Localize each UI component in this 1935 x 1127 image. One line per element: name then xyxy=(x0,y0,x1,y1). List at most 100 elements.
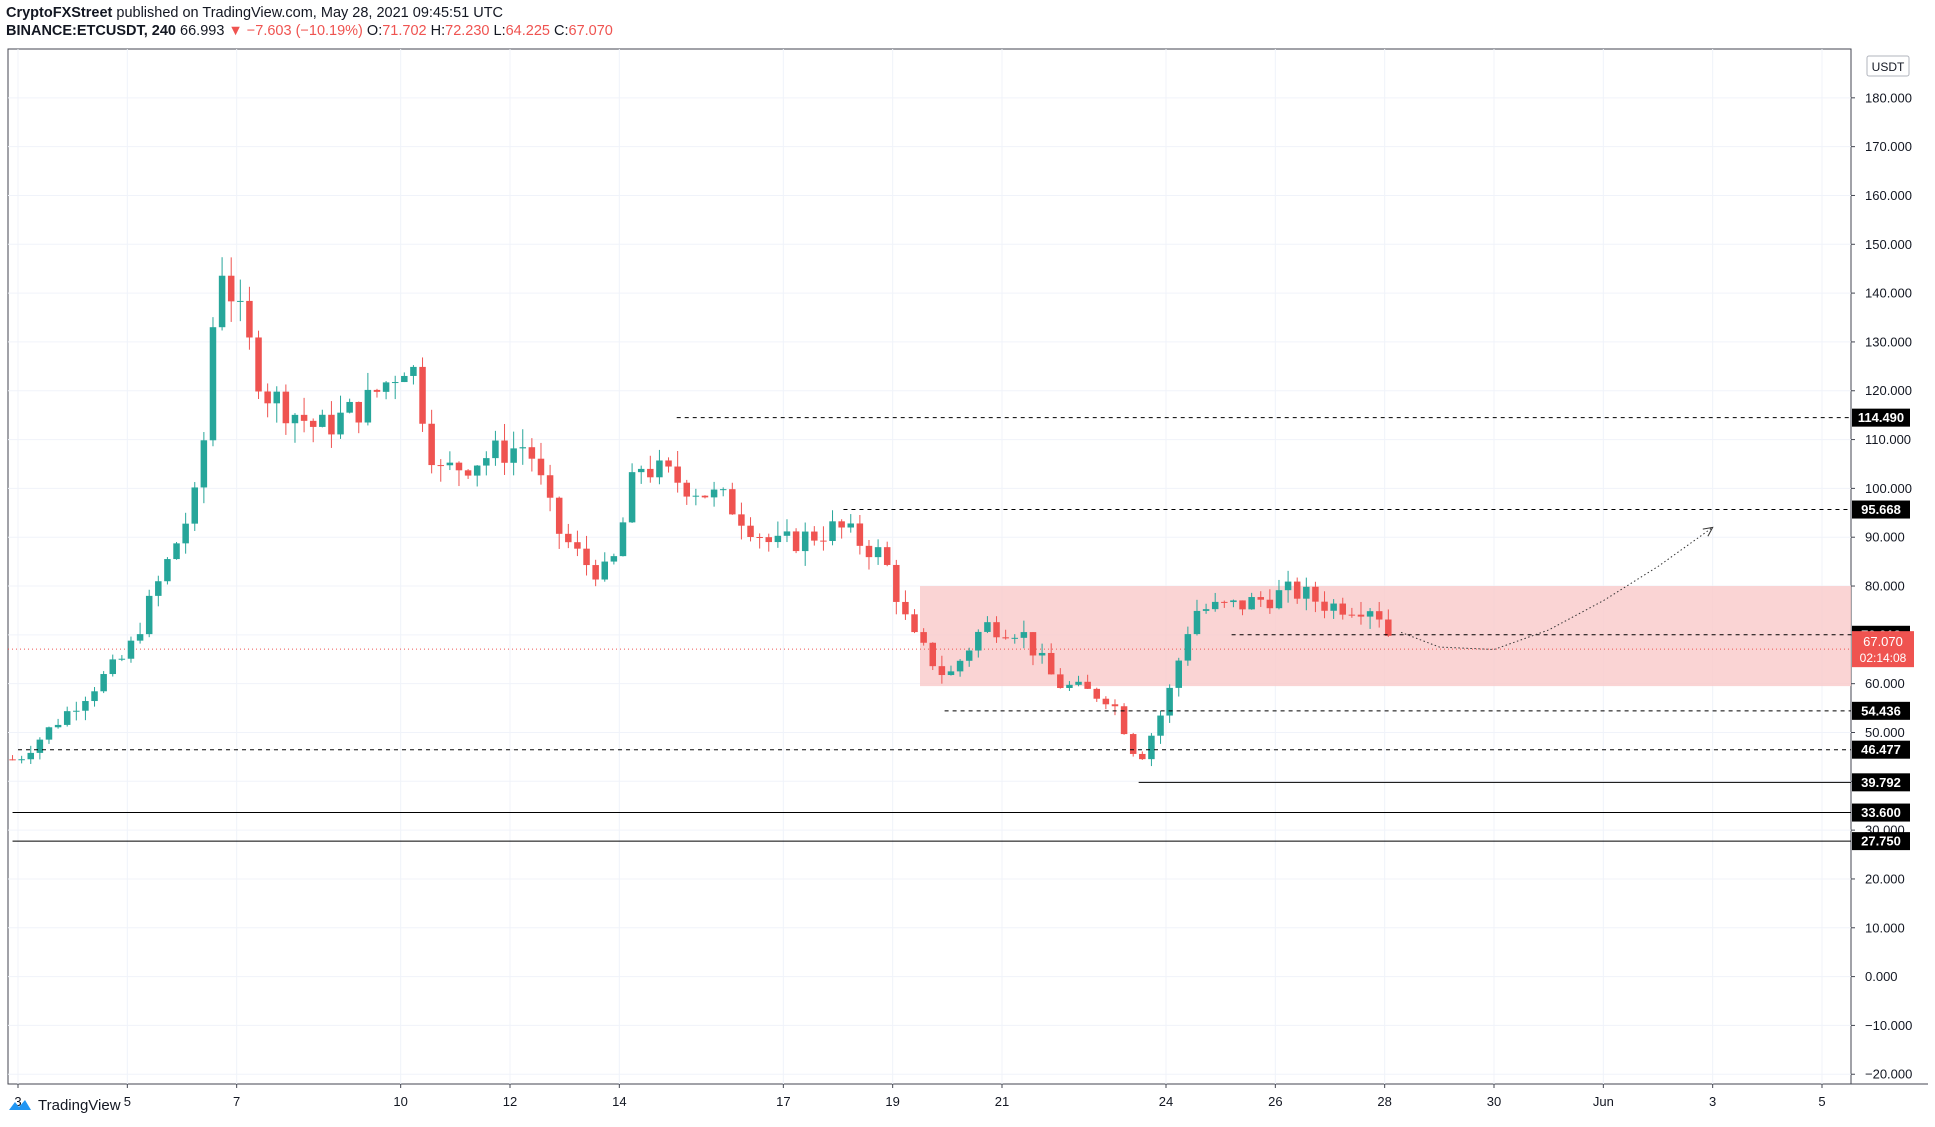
candle-body xyxy=(619,522,627,557)
candle-body xyxy=(54,724,62,728)
y-tick-label: 120.000 xyxy=(1865,383,1912,398)
candle-body xyxy=(1202,609,1210,611)
candle-body xyxy=(929,642,937,667)
candle-body xyxy=(464,470,472,476)
projection-arrowhead xyxy=(1702,526,1714,537)
candle-body xyxy=(993,622,1000,638)
candle-body xyxy=(701,495,709,498)
level-label-box xyxy=(1852,740,1910,759)
candle-body xyxy=(1047,652,1055,675)
candle-body xyxy=(200,440,208,488)
candle-body xyxy=(437,465,445,467)
candle-body xyxy=(665,460,672,467)
candle-body xyxy=(337,412,344,435)
candle-body xyxy=(938,666,946,676)
x-tick-label: 3 xyxy=(14,1094,21,1109)
y-tick-label: 60.000 xyxy=(1865,676,1905,691)
y-tick-label: 170.000 xyxy=(1865,139,1912,154)
candle-body xyxy=(227,275,235,302)
close-label: C: xyxy=(554,23,569,39)
low-value: 64.225 xyxy=(505,23,550,39)
candle-body xyxy=(309,420,317,427)
candle-body xyxy=(1257,597,1265,600)
candle-body xyxy=(273,391,281,404)
candle-body xyxy=(1221,601,1228,603)
candle-body xyxy=(729,489,736,515)
candle-body xyxy=(355,401,363,423)
publisher-name[interactable]: CryptoFXStreet xyxy=(6,5,113,21)
candle-body xyxy=(792,531,800,552)
y-tick-label: 50.000 xyxy=(1865,725,1905,740)
candle-body xyxy=(883,547,891,565)
x-tick-label: 12 xyxy=(503,1094,517,1109)
candle-body xyxy=(391,382,399,384)
last-value: 66.993 xyxy=(180,23,225,39)
candle-body xyxy=(255,337,262,392)
candle-body xyxy=(756,536,763,538)
candle-body xyxy=(1102,698,1110,705)
bar-countdown-label: 02:14:08 xyxy=(1860,651,1907,665)
candle-body xyxy=(27,752,35,760)
candle-body xyxy=(820,540,827,542)
candle-body xyxy=(36,739,44,753)
candle-body xyxy=(237,300,244,302)
y-tick-label: 100.000 xyxy=(1865,481,1912,496)
candle-body xyxy=(1093,688,1101,699)
candle-body xyxy=(319,414,326,427)
candle-body xyxy=(947,671,955,676)
candle-body xyxy=(911,614,918,633)
candle-body xyxy=(1211,601,1219,610)
candle-body xyxy=(847,523,855,528)
x-tick-label: 5 xyxy=(1818,1094,1825,1109)
candle-body xyxy=(510,448,517,463)
candle-body xyxy=(1148,735,1155,760)
open-value: 71.702 xyxy=(382,23,427,39)
level-label: 95.668 xyxy=(1861,502,1901,517)
currency-label: USDT xyxy=(1872,60,1905,74)
resistance-support-zone xyxy=(920,586,1851,687)
candle-body xyxy=(1284,581,1292,591)
candle-body xyxy=(191,487,199,524)
candle-body xyxy=(82,701,89,711)
symbol-label[interactable]: BINANCE:ETCUSDT, 240 xyxy=(6,23,176,39)
candle-body xyxy=(1002,637,1009,639)
candle-body xyxy=(574,542,581,549)
candles xyxy=(9,257,1392,767)
candle-body xyxy=(182,523,189,544)
candle-body xyxy=(738,514,745,526)
tradingview-brand[interactable]: TradingView xyxy=(8,1094,121,1116)
candle-body xyxy=(1139,753,1146,760)
y-tick-label: 0.000 xyxy=(1865,969,1898,984)
level-label: 27.750 xyxy=(1861,834,1901,849)
candle-body xyxy=(546,475,554,498)
candle-body xyxy=(811,531,818,541)
candle-body xyxy=(246,300,253,338)
candle-body xyxy=(501,440,508,463)
y-tick-label: 140.000 xyxy=(1865,286,1912,301)
candle-body xyxy=(1357,614,1365,617)
candle-body xyxy=(838,521,845,528)
x-tick-label: 3 xyxy=(1709,1094,1716,1109)
candle-body xyxy=(209,327,217,441)
candle-body xyxy=(1020,632,1028,638)
candle-body xyxy=(428,423,435,466)
candle-body xyxy=(528,447,536,459)
publish-line: CryptoFXStreet published on TradingView.… xyxy=(6,4,613,22)
level-label-box xyxy=(1852,773,1910,792)
y-tick-label: 20.000 xyxy=(1865,871,1905,886)
candle-body xyxy=(1066,684,1073,688)
candle-body xyxy=(647,468,654,478)
x-tick-label: 30 xyxy=(1487,1094,1501,1109)
x-tick-label: Jun xyxy=(1593,1094,1614,1109)
level-label-box xyxy=(1852,832,1910,851)
currency-tag xyxy=(1866,55,1910,77)
candle-body xyxy=(1120,706,1128,735)
candle-body xyxy=(674,466,681,483)
candle-body xyxy=(155,581,162,596)
candle-body xyxy=(601,561,609,580)
candle-body xyxy=(1029,632,1037,656)
candle-body xyxy=(410,366,417,376)
projection-path xyxy=(1400,527,1713,650)
candle-body xyxy=(1330,603,1337,611)
